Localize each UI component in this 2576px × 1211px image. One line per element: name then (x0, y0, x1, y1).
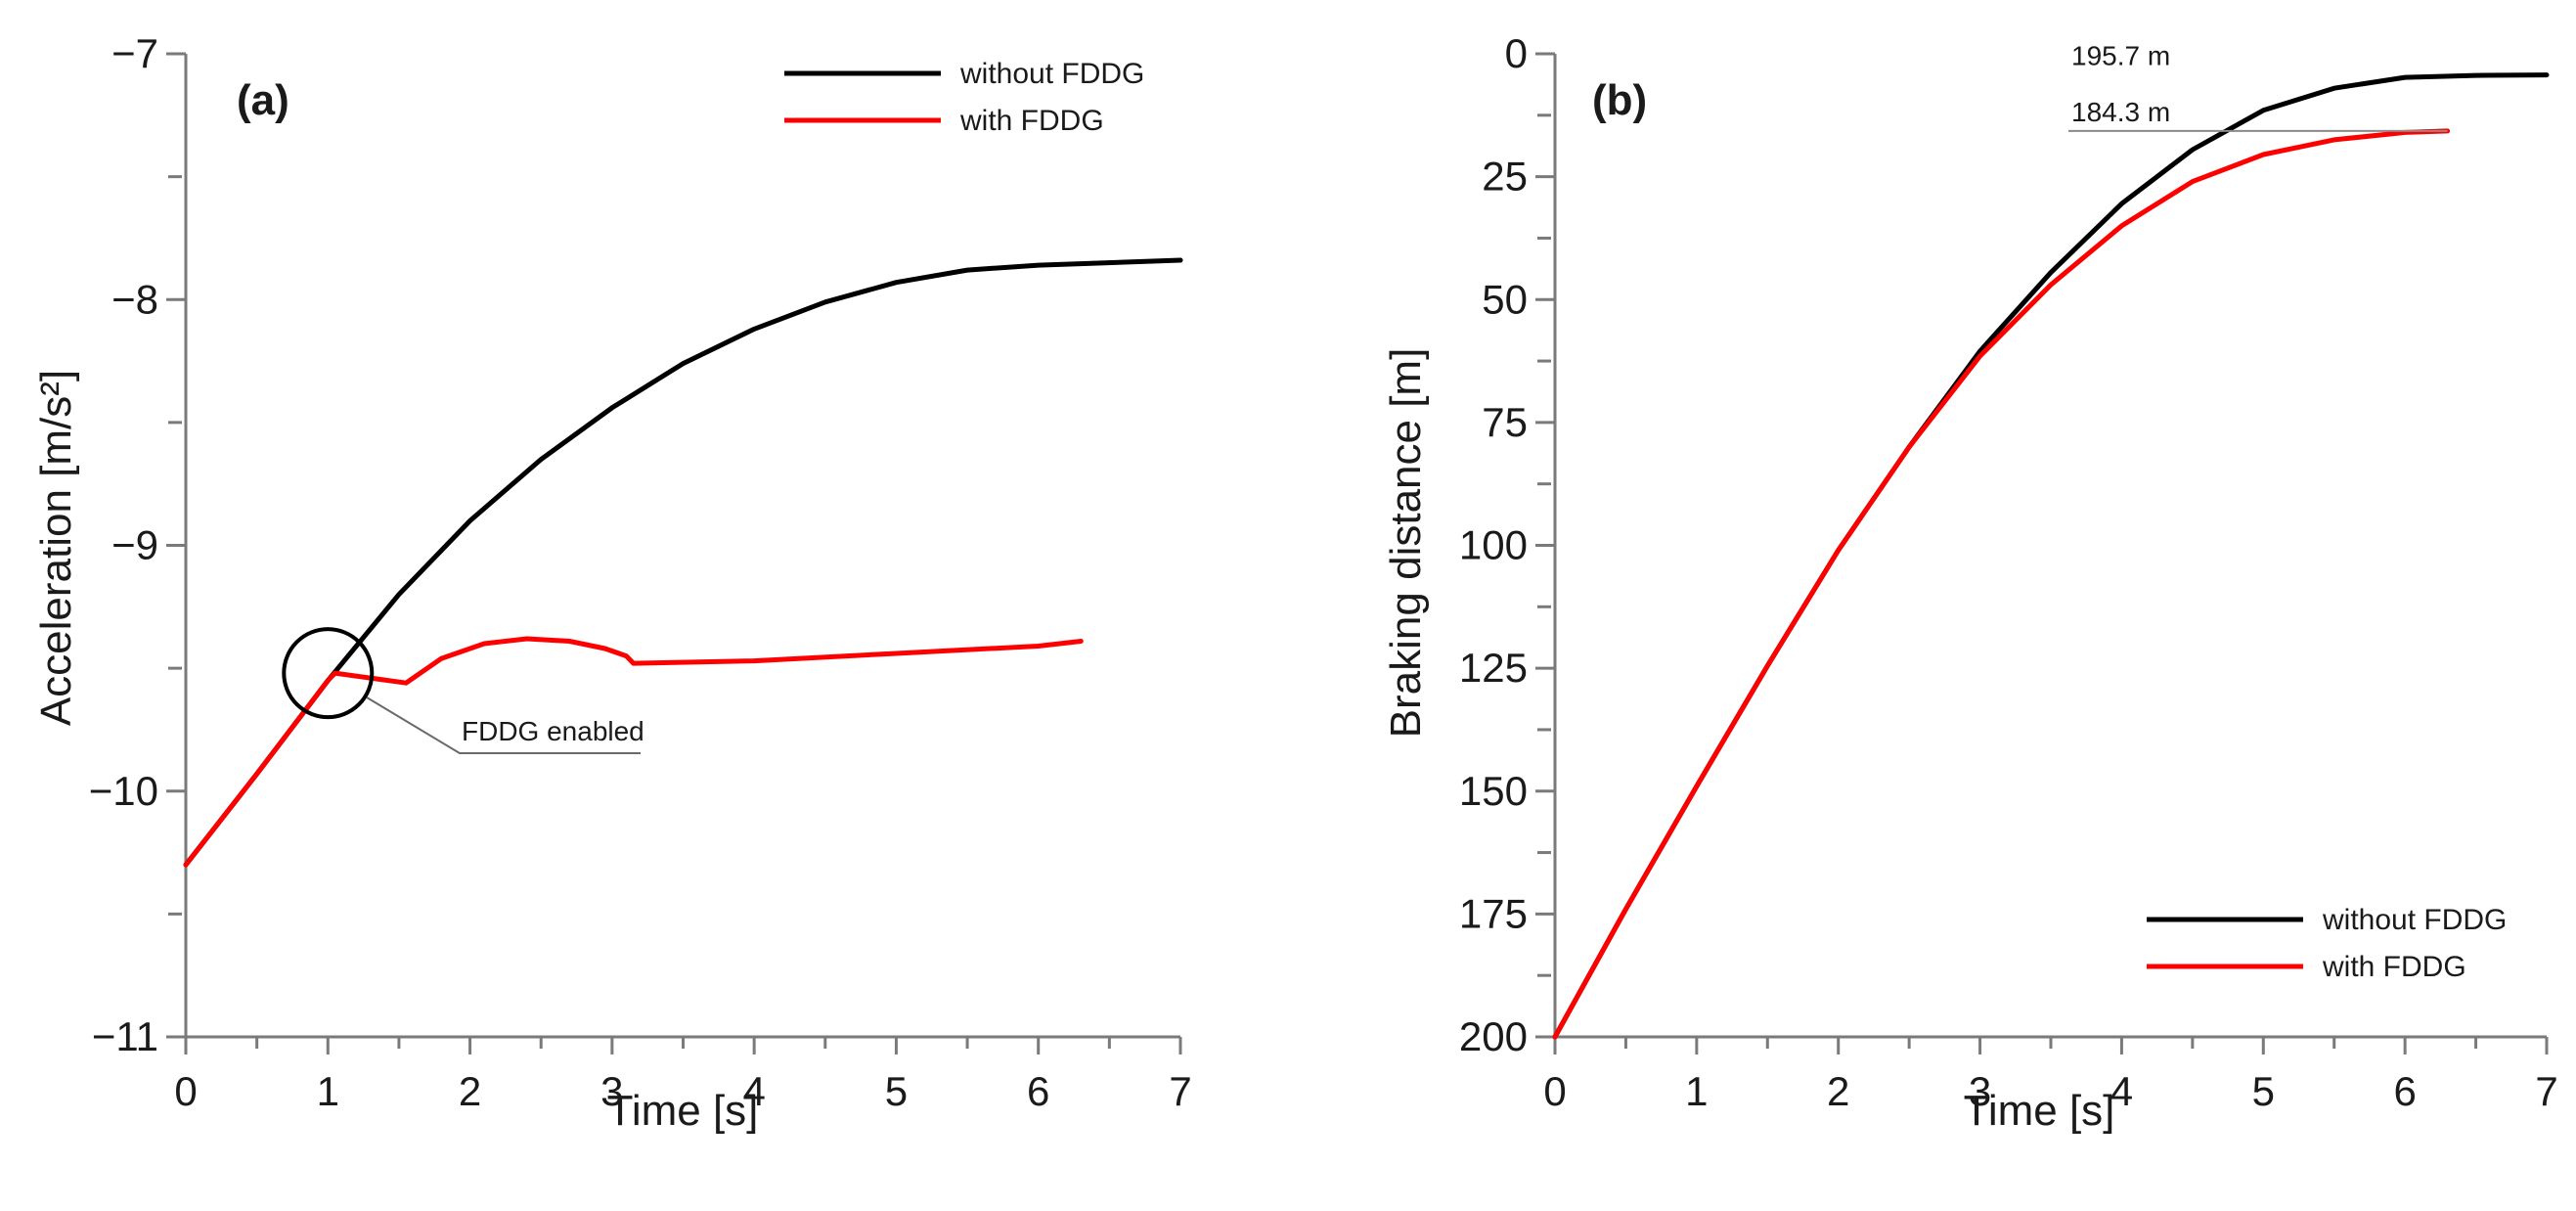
b-x-tick-label: 1 (1685, 1068, 1708, 1114)
b-x-tick-label: 0 (1543, 1068, 1566, 1114)
b-y-tick-label: 125 (1459, 645, 1528, 691)
panel-b-label: (b) (1592, 76, 1647, 124)
a-y-tick-label: −7 (111, 30, 158, 76)
b-legend: without FDDG with FDDG (2147, 904, 2507, 983)
b-x-tick-label: 3 (1969, 1068, 1991, 1114)
b-x-tick-label: 2 (1827, 1068, 1849, 1114)
a-y-tick-label: −10 (89, 768, 158, 814)
b-x-axis-title: Time [s] (1964, 1087, 2115, 1135)
a-y-tick-label: −9 (111, 522, 158, 568)
panel-a-label: (a) (237, 76, 289, 124)
a-legend: without FDDG with FDDG (784, 58, 1144, 137)
b-y-tick-label: 100 (1459, 522, 1528, 568)
b-y-axis-title: Braking distance [m] (1382, 348, 1430, 739)
b-x-tick-label: 6 (2393, 1068, 2416, 1114)
a-series-with-fddg (183, 636, 1084, 868)
b-x-tick-label: 7 (2535, 1068, 2557, 1114)
a-x-tick-label: 5 (885, 1068, 908, 1114)
a-y-axis-title: Acceleration [m/s²] (32, 370, 80, 726)
b-x-tick-label: 4 (2110, 1068, 2133, 1114)
a-x-tick-label: 7 (1169, 1068, 1191, 1114)
fddg-enabled-leader (366, 696, 641, 754)
b-legend-label-with-fddg: with FDDG (2322, 951, 2466, 983)
b-y-tick-label: 175 (1459, 890, 1528, 936)
a-x-tick-label: 4 (742, 1068, 765, 1114)
a-y-tick-label: −11 (92, 1013, 158, 1059)
a-x-tick-label: 6 (1027, 1068, 1049, 1114)
fddg-enabled-label: FDDG enabled (462, 716, 644, 746)
b-x-tick-label: 5 (2252, 1068, 2275, 1114)
braking-distance-chart: 0 1 2 3 4 5 6 7 0 25 50 75 100 125 150 175 200 195.7 m 1… (1382, 30, 2558, 1135)
a-x-tick-label: 1 (317, 1068, 339, 1114)
b-legend-label-without-fddg: without FDDG (2322, 904, 2507, 936)
fddg-enabled-circle (282, 627, 375, 720)
final-distance-label-195: 195.7 m (2071, 41, 2170, 71)
b-y-tick-label: 0 (1505, 30, 1528, 76)
final-distance-annotations: 195.7 m 184.3 m (2068, 41, 2448, 132)
a-x-tick-label: 0 (174, 1068, 197, 1114)
b-series-with-fddg (1552, 128, 2451, 1040)
a-x-axis-title: Time [s] (607, 1087, 759, 1135)
a-y-tick-label: −8 (111, 276, 158, 322)
a-x-tick-label: 3 (600, 1068, 623, 1114)
b-y-tick-label: 50 (1482, 276, 1528, 322)
a-legend-label-with-fddg: with FDDG (959, 105, 1104, 137)
a-series-without-fddg (183, 257, 1183, 868)
b-y-tick-label: 75 (1482, 399, 1528, 445)
b-y-tick-label: 200 (1459, 1013, 1528, 1059)
acceleration-chart: 0 1 2 3 4 5 6 7 −7 −8 −9 −10 −11 FDDG enabled (a) Ti… (32, 30, 1192, 1135)
a-legend-label-without-fddg: without FDDG (959, 58, 1144, 90)
b-y-tick-label: 25 (1482, 154, 1528, 200)
fddg-enabled-annotation: FDDG enabled (282, 627, 644, 754)
a-x-tick-label: 2 (459, 1068, 481, 1114)
b-y-tick-label: 150 (1459, 768, 1528, 814)
final-distance-label-184: 184.3 m (2071, 97, 2170, 127)
